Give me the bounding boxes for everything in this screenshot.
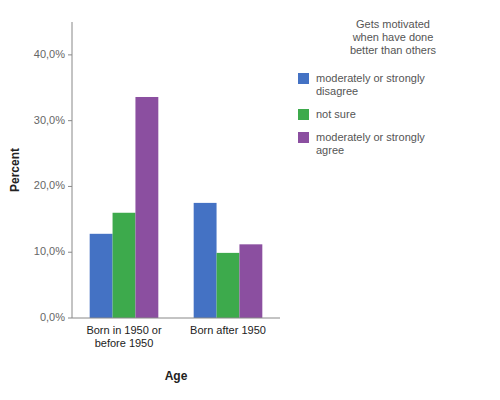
x-axis-label: Age [165,369,188,383]
legend: Gets motivatedwhen have donebetter than … [298,18,437,156]
y-tick [68,186,72,187]
y-tick-label: 0,0% [40,311,65,323]
legend-title-line: better than others [350,44,437,56]
legend-entry-line: moderately or strongly [316,131,425,143]
legend-entry-line: disagree [316,85,358,97]
legend-title: Gets motivatedwhen have donebetter than … [350,18,437,56]
legend-entry-line: moderately or strongly [316,72,425,84]
bar [135,97,158,318]
legend-swatch [298,73,309,84]
chart-container: 0,0%10,0%20,0%30,0%40,0%Born in 1950 orb… [0,0,500,400]
legend-entry-line: not sure [316,108,356,120]
bar [194,203,217,318]
y-axis-label: Percent [8,148,22,192]
legend-swatch [298,132,309,143]
y-tick [68,318,72,319]
x-tick-label: Born after 1950 [190,324,266,336]
y-tick-label: 30,0% [34,114,65,126]
bars [90,97,263,318]
y-axis-line [72,22,73,318]
label-line: Born in 1950 or [86,324,162,336]
legend-title-line: Gets motivated [356,18,430,30]
y-tick [68,120,72,121]
legend-entry: moderately or stronglydisagree [316,72,425,97]
x-axis-line [72,318,280,319]
bar [90,234,113,318]
legend-swatch [298,109,309,120]
chart: 0,0%10,0%20,0%30,0%40,0%Born in 1950 orb… [0,0,500,400]
y-tick [68,54,72,55]
legend-title-line: when have done [352,31,434,43]
bar [217,253,240,318]
bar [239,244,262,318]
x-tick-label: Born in 1950 orbefore 1950 [86,324,162,349]
y-tick [68,252,72,253]
legend-entry: not sure [316,108,356,120]
legend-entry-line: agree [316,144,344,156]
y-tick-label: 20,0% [34,179,65,191]
legend-entry: moderately or stronglyagree [316,131,425,156]
label-line: Born after 1950 [190,324,266,336]
bar [113,213,136,318]
y-tick-label: 10,0% [34,245,65,257]
y-tick-label: 40,0% [34,48,65,60]
label-line: before 1950 [95,337,154,349]
